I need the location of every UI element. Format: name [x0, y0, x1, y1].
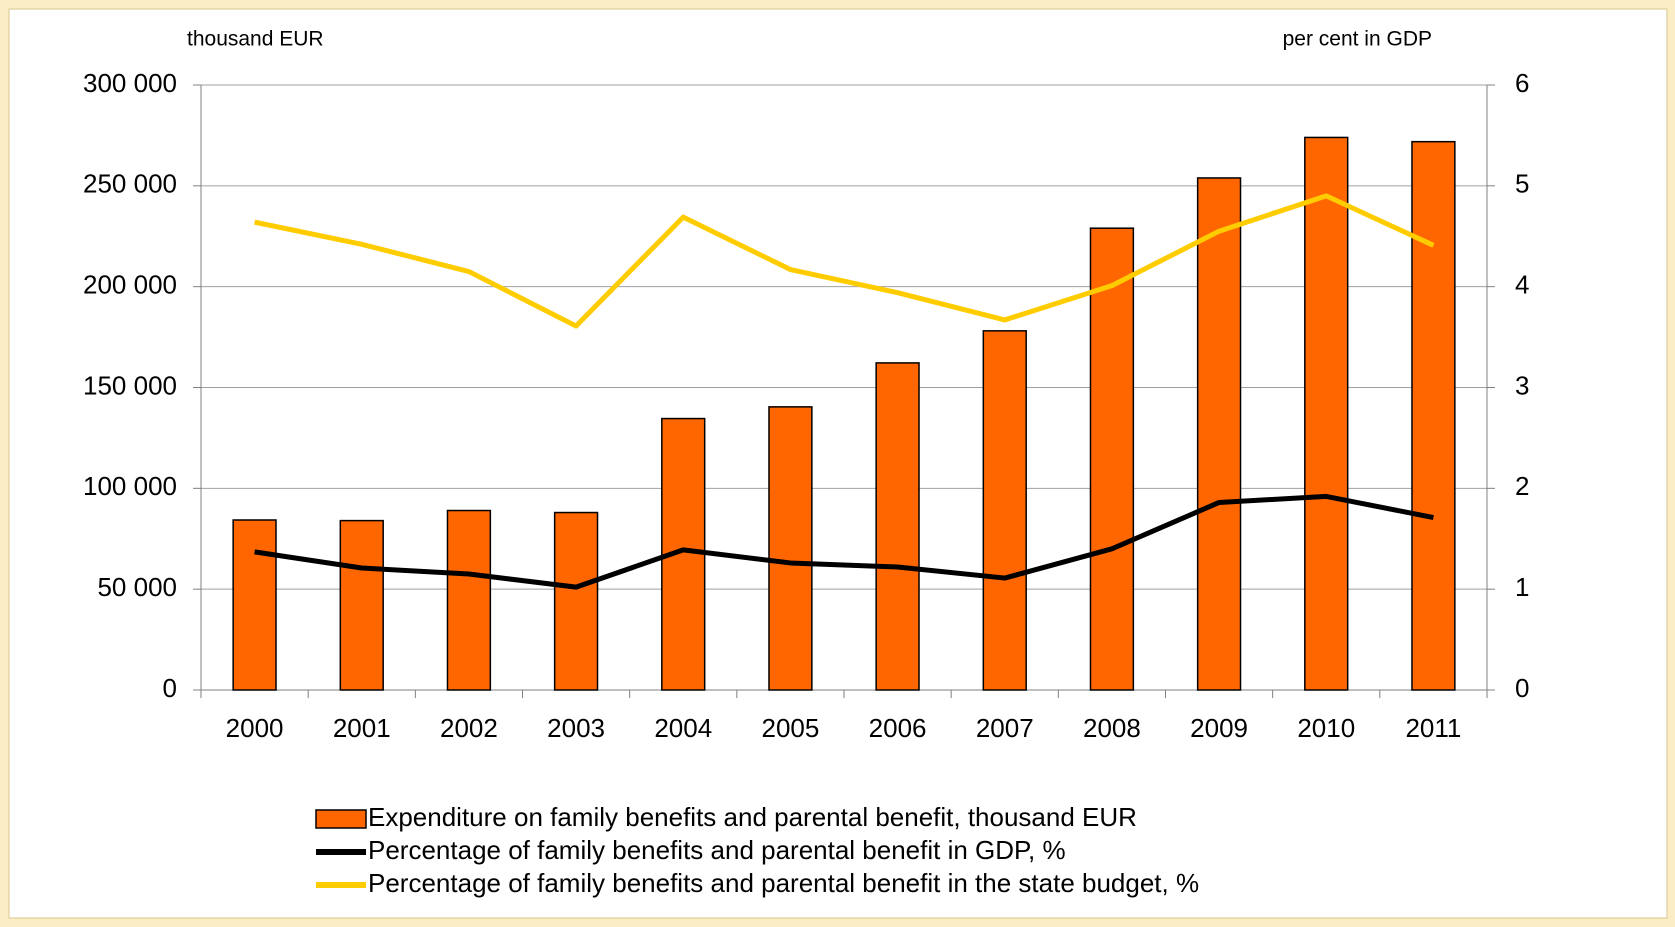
y2-tick-label: 2 — [1515, 471, 1529, 501]
x-tick-label: 2006 — [869, 713, 927, 743]
y-tick-label: 300 000 — [83, 68, 177, 98]
x-tick-label: 2011 — [1405, 713, 1461, 743]
y-tick-label: 50 000 — [97, 572, 177, 602]
y-tick-label: 200 000 — [83, 270, 177, 300]
y2-tick-label: 6 — [1515, 68, 1529, 98]
y2-tick-label: 1 — [1515, 572, 1529, 602]
y-tick-label: 0 — [163, 673, 177, 703]
x-tick-label: 2005 — [761, 713, 819, 743]
x-tick-label: 2000 — [226, 713, 284, 743]
x-tick-label: 2002 — [440, 713, 498, 743]
bar — [446, 509, 492, 691]
y-tick-label: 250 000 — [83, 169, 177, 199]
x-tick-label: 2010 — [1297, 713, 1355, 743]
bar — [553, 511, 599, 691]
bar — [1411, 140, 1456, 691]
legend-label: Expenditure on family benefits and paren… — [368, 802, 1137, 832]
x-tick-label: 2003 — [547, 713, 605, 743]
bar — [232, 519, 277, 691]
x-tick-label: 2007 — [976, 713, 1034, 743]
x-tick-label: 2009 — [1190, 713, 1248, 743]
bar — [1304, 136, 1349, 691]
x-tick-label: 2004 — [654, 713, 712, 743]
y-tick-label: 100 000 — [83, 471, 177, 501]
y2-tick-label: 4 — [1515, 270, 1529, 300]
legend-label: Percentage of family benefits and parent… — [368, 868, 1199, 898]
y2-tick-label: 5 — [1515, 169, 1529, 199]
chart-area — [8, 8, 1668, 919]
bar — [339, 519, 384, 691]
bar — [982, 330, 1027, 691]
legend-swatch — [315, 809, 367, 829]
line — [254, 493, 1434, 590]
x-tick-label: 2008 — [1083, 713, 1141, 743]
line — [254, 193, 1435, 329]
y-tick-label: 150 000 — [83, 370, 177, 400]
bar — [768, 406, 813, 691]
x-tick-label: 2001 — [333, 713, 391, 743]
y2-tick-label: 0 — [1515, 673, 1529, 703]
y-axis-label: thousand EUR — [187, 28, 324, 51]
y2-tick-label: 3 — [1515, 370, 1529, 400]
bar — [1196, 177, 1242, 691]
bar — [875, 362, 920, 691]
y2-axis-label: per cent in GDP — [1283, 28, 1432, 51]
legend-label: Percentage of family benefits and parent… — [368, 835, 1066, 865]
bar — [1089, 227, 1135, 691]
